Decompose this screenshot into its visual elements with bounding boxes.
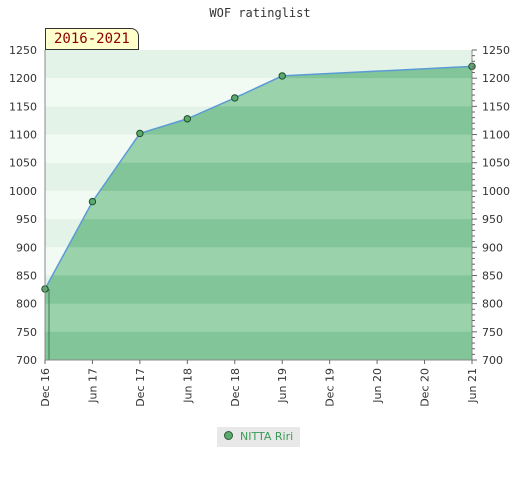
y-tick-label-left: 900 xyxy=(16,241,37,254)
y-tick-label-left: 1250 xyxy=(9,44,37,57)
y-tick-label-left: 1150 xyxy=(9,100,37,113)
y-tick-label-right: 800 xyxy=(482,298,503,311)
y-tick-label-right: 1000 xyxy=(482,185,510,198)
area-band xyxy=(45,275,472,304)
x-tick-label: Jun 17 xyxy=(86,368,99,404)
legend[interactable]: NITTA Riri xyxy=(217,427,301,447)
period-badge: 2016-2021 xyxy=(45,28,139,50)
x-tick-label: Dec 20 xyxy=(419,368,432,407)
data-point-1 xyxy=(88,197,97,206)
x-tick-label: Jun 18 xyxy=(181,368,194,404)
y-tick-label-right: 1150 xyxy=(482,100,510,113)
x-tick-label: Jun 20 xyxy=(371,368,384,404)
y-tick-label-right: 1200 xyxy=(482,72,510,85)
x-tick-label: Jun 21 xyxy=(466,368,479,404)
y-tick-label-left: 1000 xyxy=(9,185,37,198)
legend-label: NITTA Riri xyxy=(240,430,294,443)
y-tick-label-right: 1100 xyxy=(482,129,510,142)
y-tick-label-left: 700 xyxy=(16,354,37,367)
chart-title: WOF ratinglist xyxy=(209,6,311,20)
data-point-2 xyxy=(136,129,144,138)
y-tick-label-left: 1050 xyxy=(9,157,37,170)
series-area xyxy=(45,66,472,360)
area-band xyxy=(45,331,472,360)
y-tick-label-right: 750 xyxy=(482,326,503,339)
y-tick-label-right: 850 xyxy=(482,269,503,282)
x-tick-label: Dec 16 xyxy=(39,368,52,407)
y-tick-label-right: 950 xyxy=(482,213,503,226)
y-tick-label-right: 1250 xyxy=(482,44,510,57)
data-point-5 xyxy=(278,72,286,80)
x-tick-label: Dec 18 xyxy=(229,368,242,407)
y-tick-label-left: 1100 xyxy=(9,129,37,142)
y-tick-label-right: 700 xyxy=(482,354,503,367)
legend-marker xyxy=(224,431,233,440)
y-tick-label-left: 800 xyxy=(16,298,37,311)
x-tick-label: Jun 19 xyxy=(276,368,289,404)
y-tick-label-left: 750 xyxy=(16,326,37,339)
data-point-3 xyxy=(183,115,192,123)
area-band xyxy=(45,219,472,248)
x-tick-label: Dec 19 xyxy=(324,368,337,407)
y-tick-label-right: 900 xyxy=(482,241,503,254)
y-tick-label-right: 1050 xyxy=(482,157,510,170)
y-tick-label-left: 950 xyxy=(16,213,37,226)
x-tick-label: Dec 17 xyxy=(134,368,147,407)
data-point-4 xyxy=(231,94,239,102)
y-tick-label-left: 1200 xyxy=(9,72,37,85)
y-tick-label-left: 850 xyxy=(16,269,37,282)
